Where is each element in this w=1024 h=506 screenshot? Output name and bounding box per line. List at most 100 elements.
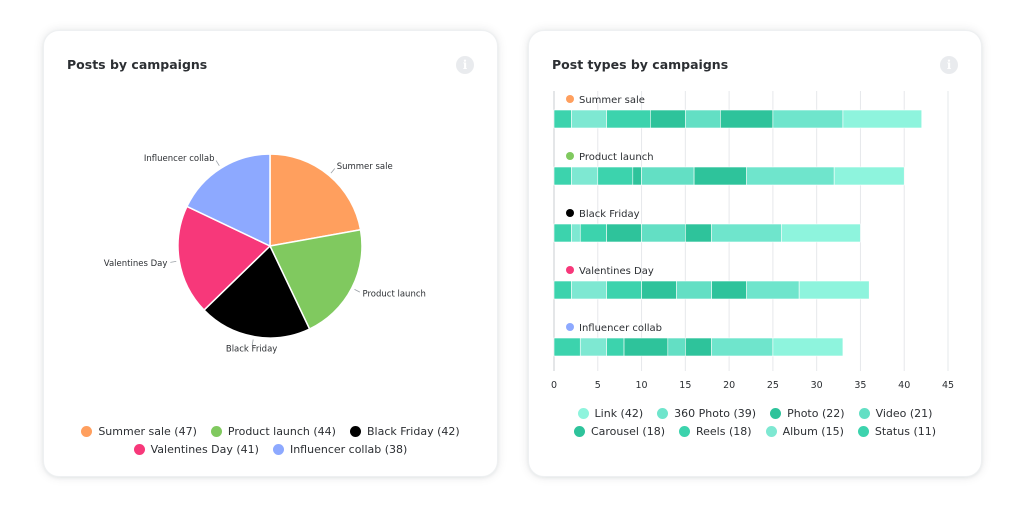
legend-swatch	[133, 444, 145, 455]
legend-swatch	[657, 408, 669, 419]
category-label-black-friday: Black Friday	[579, 209, 640, 220]
pie-slice-influencer-collab[interactable]	[185, 153, 271, 248]
legend-label: Video (21)	[875, 407, 933, 420]
legend-swatch	[679, 426, 690, 437]
bar-segment-black-friday-reels[interactable]	[579, 223, 607, 243]
bar-segment-product-launch-reels[interactable]	[597, 166, 634, 186]
legend-item-album[interactable]: Album (15)	[765, 425, 844, 438]
legend-row: Carousel (18) Reels (18) Album (15) Status …	[529, 425, 981, 438]
legend-item-status[interactable]: Status (11)	[857, 425, 937, 438]
pie-label-summer-sale: Summer sale	[337, 162, 393, 172]
bar-segment-summer-sale-status[interactable]	[553, 109, 572, 129]
bar-segment-product-launch-photo[interactable]	[693, 166, 747, 186]
legend-item-photo[interactable]: Photo (22)	[770, 407, 845, 420]
bar-segment-valentines-day-video[interactable]	[676, 280, 712, 300]
x-tick-label: 25	[767, 380, 779, 391]
legend-swatch	[858, 408, 870, 419]
x-tick-label: 35	[854, 380, 866, 391]
bar-segment-valentines-day-carousel[interactable]	[641, 280, 677, 300]
legend-label: Carousel (18)	[590, 425, 665, 438]
pie-slice-black-friday[interactable]	[202, 244, 311, 339]
bar-segment-valentines-day-link[interactable]	[798, 280, 870, 300]
legend-item-reels[interactable]: Reels (18)	[679, 425, 752, 438]
x-tick-label: 45	[942, 380, 954, 391]
legend-item-influencer-collab[interactable]: Influencer collab (38)	[272, 443, 408, 456]
legend-item-360-photo[interactable]: 360 Photo (39)	[657, 407, 756, 420]
bar-segment-summer-sale-carousel[interactable]	[650, 109, 686, 129]
bar-segment-influencer-collab-status[interactable]	[553, 337, 581, 357]
legend-swatch	[210, 426, 222, 437]
bar-segment-summer-sale-video[interactable]	[685, 109, 721, 129]
legend-item-product-launch[interactable]: Product launch (44)	[210, 425, 336, 438]
bar-segment-influencer-collab-video[interactable]	[667, 337, 686, 357]
legend-item-black-friday[interactable]: Black Friday (42)	[349, 425, 460, 438]
bar-segment-black-friday-status[interactable]	[553, 223, 572, 243]
bar-segment-valentines-day-status[interactable]	[553, 280, 572, 300]
bar-segment-valentines-day-album[interactable]	[571, 280, 607, 300]
bar-segment-black-friday-album[interactable]	[571, 223, 581, 243]
legend-item-summer-sale[interactable]: Summer sale (47)	[81, 425, 197, 438]
info-icon[interactable]: i	[940, 56, 958, 74]
legend-item-carousel[interactable]: Carousel (18)	[573, 425, 665, 438]
pie-slice-product-launch[interactable]	[268, 228, 363, 331]
legend-item-valentines-day[interactable]: Valentines Day (41)	[133, 443, 259, 456]
bar-segment-influencer-collab-album[interactable]	[579, 337, 607, 357]
bar-segment-influencer-collab-reels[interactable]	[606, 337, 625, 357]
bar-segment-product-launch-360-photo[interactable]	[746, 166, 835, 186]
pie-slice-valentines-day[interactable]	[177, 205, 272, 312]
bar-segment-product-launch-link[interactable]	[833, 166, 905, 186]
category-dot	[566, 209, 574, 217]
legend-swatch	[81, 426, 93, 437]
legend-item-link[interactable]: Link (42)	[577, 407, 644, 420]
bar-segment-valentines-day-photo[interactable]	[711, 280, 747, 300]
bar-segment-black-friday-link[interactable]	[781, 223, 861, 243]
bar-segment-black-friday-carousel[interactable]	[606, 223, 642, 243]
bar-segment-product-launch-album[interactable]	[571, 166, 599, 186]
x-tick-label: 30	[811, 380, 823, 391]
category-dot	[566, 323, 574, 331]
category-dot	[566, 152, 574, 160]
pie-chart: Summer sale Product launch Black Friday Val…	[104, 153, 426, 354]
bar-segment-valentines-day-reels[interactable]	[606, 280, 642, 300]
legend-label: Link (42)	[594, 407, 644, 420]
legend-item-video[interactable]: Video (21)	[858, 407, 933, 420]
bar-segment-product-launch-carousel[interactable]	[632, 166, 642, 186]
bar-segment-summer-sale-photo[interactable]	[720, 109, 774, 129]
bar-segment-summer-sale-link[interactable]	[842, 109, 923, 129]
info-icon[interactable]: i	[456, 56, 474, 74]
x-tick-label: 5	[595, 380, 601, 391]
bar-segment-black-friday-photo[interactable]	[685, 223, 712, 243]
legend-label: Reels (18)	[696, 425, 752, 438]
legend-label: Influencer collab (38)	[289, 443, 408, 456]
category-label-summer-sale: Summer sale	[579, 95, 645, 106]
bar-segment-influencer-collab-carousel[interactable]	[623, 337, 669, 357]
bar-segment-product-launch-status[interactable]	[553, 166, 572, 186]
legend-label: Black Friday (42)	[366, 425, 460, 438]
bar-segment-black-friday-video[interactable]	[641, 223, 686, 243]
bar-segment-influencer-collab-360-photo[interactable]	[711, 337, 774, 357]
bar-segment-product-launch-video[interactable]	[641, 166, 695, 186]
legend-label: 360 Photo (39)	[674, 407, 757, 420]
pie-slice-summer-sale[interactable]	[269, 153, 362, 247]
legend-swatch	[770, 408, 782, 419]
bar-segment-summer-sale-360-photo[interactable]	[772, 109, 844, 129]
bar-segment-valentines-day-360-photo[interactable]	[746, 280, 800, 300]
card-title: Posts by campaigns	[67, 57, 208, 72]
card-title: Post types by campaigns	[552, 57, 729, 72]
pie-legend: Summer sale (47) Product launch (44) Black…	[44, 425, 497, 461]
x-tick-label: 10	[636, 380, 648, 391]
bar-segment-black-friday-360-photo[interactable]	[711, 223, 782, 243]
pie-label-valentines-day: Valentines Day	[104, 259, 168, 269]
legend-swatch	[272, 444, 284, 455]
category-dot	[566, 95, 574, 103]
legend-label: Summer sale (47)	[98, 425, 197, 438]
post-types-by-campaigns-card: Post types by campaigns i 0 5 10 15 20 25 30 35…	[528, 30, 982, 477]
bar-segment-influencer-collab-link[interactable]	[772, 337, 844, 357]
legend-row: Valentines Day (41) Influencer collab (38…	[44, 443, 497, 456]
bar-segment-summer-sale-album[interactable]	[571, 109, 607, 129]
bar-segment-summer-sale-reels[interactable]	[606, 109, 651, 129]
pie-leader-line	[354, 289, 361, 293]
bar-segment-influencer-collab-photo[interactable]	[685, 337, 712, 357]
x-tick-label: 40	[898, 380, 910, 391]
legend-label: Status (11)	[874, 425, 937, 438]
